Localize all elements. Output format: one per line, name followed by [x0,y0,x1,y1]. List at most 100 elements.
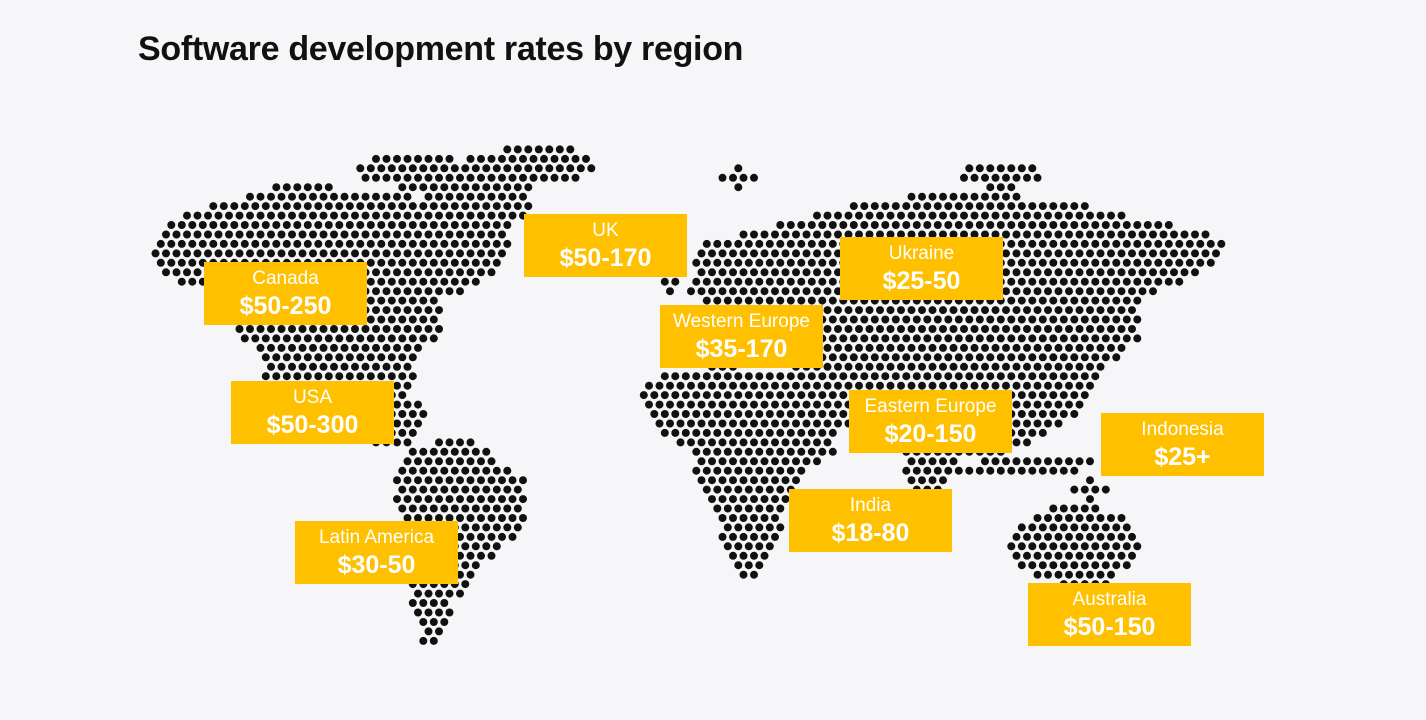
map-dot [713,447,722,456]
map-dot [855,306,863,315]
map-dot [1112,523,1121,532]
map-dot [939,343,947,352]
map-dot [765,542,774,551]
map-dot [508,192,517,201]
map-dot [818,372,827,381]
map-dot [1159,249,1168,258]
map-dot [1133,277,1142,286]
map-dot [429,315,438,324]
map-dot [1070,410,1079,418]
map-dot [498,211,506,220]
map-dot [356,334,365,343]
map-dot [1012,381,1021,390]
map-dot [981,457,989,466]
map-dot [408,599,417,607]
map-dot [776,466,785,475]
map-dot [734,277,743,286]
map-dot [471,447,480,456]
map-dot [975,372,984,381]
map-dot [823,249,832,258]
map-dot [1017,372,1026,381]
map-dot [1096,514,1105,522]
map-dot [944,221,953,229]
map-dot [855,343,863,352]
map-dot [755,523,764,532]
map-dot [944,334,953,343]
map-dot [1107,211,1115,220]
map-dot [1133,315,1142,324]
map-dot [487,532,496,541]
map-dot [408,296,417,305]
map-dot [1028,561,1037,570]
map-dot [403,362,412,371]
map-dot [424,249,433,258]
map-dot [965,353,974,362]
map-dot [734,504,743,513]
map-dot [802,249,811,258]
map-dot [424,495,433,504]
map-dot [702,447,711,456]
map-dot [272,334,281,343]
map-dot [1002,381,1010,390]
map-dot [466,438,475,447]
map-dot [765,296,774,305]
map-dot [429,618,438,626]
map-dot [1033,287,1042,296]
map-dot [960,381,968,390]
map-dot [1075,532,1084,541]
map-dot [414,154,422,163]
map-dot [251,202,260,211]
map-dot [834,362,842,371]
map-dot [813,400,821,409]
map-dot [807,447,816,456]
map-dot [366,315,375,324]
map-dot [949,192,958,201]
map-dot [414,589,422,598]
map-dot [744,410,753,418]
map-dot [1075,381,1084,390]
map-dot [209,221,218,229]
map-dot [377,239,386,248]
map-dot [387,296,396,305]
map-dot [1054,306,1063,315]
map-dot [734,391,743,400]
map-dot [461,580,470,589]
map-dot [771,249,779,258]
map-dot [860,353,869,362]
map-dot [723,372,732,381]
map-dot [708,419,716,428]
map-dot [1112,542,1121,551]
map-dot [818,410,827,418]
map-dot [739,532,748,541]
map-dot [1138,268,1147,277]
map-dot [1117,325,1126,333]
map-dot [697,476,706,485]
map-dot [445,514,454,522]
map-dot [498,173,506,182]
map-dot [954,221,963,229]
map-dot [855,362,863,371]
region-rate: $35-170 [695,335,788,363]
map-dot [729,400,737,409]
map-dot [466,268,475,277]
map-dot [776,410,785,418]
map-dot [477,268,485,277]
map-dot [435,514,443,522]
rate-card-usa: USA $50-300 [231,381,394,444]
map-dot [729,514,737,522]
map-dot [1122,239,1131,248]
map-dot [1054,381,1063,390]
map-dot [723,466,732,475]
map-dot [419,599,428,607]
map-dot [272,353,281,362]
map-dot [471,561,480,570]
map-dot [293,334,302,343]
map-dot [1080,504,1089,513]
map-dot [1059,466,1068,475]
map-dot [718,532,727,541]
map-dot [991,457,1000,466]
map-dot [445,230,454,239]
map-dot [408,164,417,173]
map-dot [786,447,795,456]
map-dot [676,419,685,428]
